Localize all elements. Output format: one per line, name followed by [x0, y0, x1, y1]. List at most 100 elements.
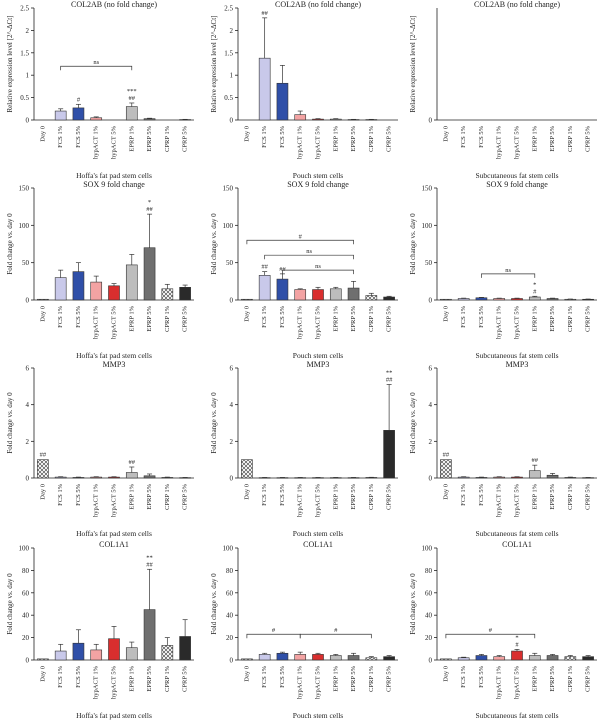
significance-mark: #: [533, 288, 537, 295]
y-axis-label: Fold change vs. day 0: [409, 392, 417, 454]
bar: [37, 298, 49, 301]
x-tick-label: EPRP 1%: [531, 483, 538, 509]
bar: [179, 287, 191, 301]
x-tick-label: FCS 5%: [75, 305, 82, 327]
x-tick-label: EPRP 5%: [146, 125, 153, 151]
bar: [475, 477, 488, 479]
y-axis-label: Fold change vs. day 0: [6, 573, 14, 635]
significance-mark: ##: [40, 452, 47, 459]
x-tick-label: CPRP 5%: [585, 305, 592, 332]
bar: [90, 117, 103, 121]
x-tick-label: CPRP 5%: [585, 665, 592, 692]
chart-title: COL2AB (no fold change): [71, 0, 157, 9]
bar: [54, 650, 67, 661]
bar: [312, 289, 324, 301]
x-tick-label: hypACT 5%: [314, 665, 321, 699]
significance-mark: ***: [127, 88, 137, 95]
x-tick-label: CPRP 1%: [164, 125, 171, 152]
y-axis-label: Fold change vs. day 0: [6, 392, 14, 454]
y-tick-label: 80: [425, 567, 433, 575]
x-tick-label: EPRP 1%: [531, 305, 538, 331]
bar: [475, 655, 488, 661]
significance-mark: *: [533, 281, 536, 288]
bar: [511, 298, 523, 301]
significance-mark: **: [386, 370, 393, 377]
x-tick-label: FCS 5%: [75, 125, 82, 147]
bar: [329, 288, 342, 301]
y-tick-label: 0: [26, 297, 30, 305]
x-tick-label: FCS 1%: [57, 125, 64, 147]
bar: [440, 298, 452, 301]
x-axis-label: Hoffa's fat pad stem cells: [76, 529, 152, 538]
x-tick-label: FCS 1%: [57, 483, 64, 505]
x-axis-label: Subcutaneous fat stem cells: [475, 171, 558, 180]
x-tick-label: EPRP 5%: [350, 665, 357, 691]
x-tick-label: CPRP 5%: [386, 665, 393, 692]
x-tick-label: CPRP 5%: [386, 305, 393, 332]
y-tick-label: 2: [26, 27, 30, 35]
y-tick-label: 50: [22, 259, 30, 267]
y-tick-label: 100: [223, 222, 234, 230]
significance-mark: **: [146, 554, 153, 561]
significance-mark: *: [148, 199, 151, 206]
x-tick-label: EPRP 5%: [350, 305, 357, 331]
x-tick-label: EPRP 5%: [146, 483, 153, 509]
x-tick-label: CPRP 1%: [368, 483, 375, 510]
bar: [241, 658, 253, 661]
bar: [329, 655, 342, 661]
bar: [582, 656, 594, 661]
bar: [493, 298, 506, 301]
x-tick-label: FCS 5%: [478, 483, 485, 505]
chart-title: SOX 9 fold change: [83, 180, 145, 189]
y-tick-label: 2.5: [224, 5, 233, 13]
bar: [90, 476, 103, 479]
x-tick-label: EPRP 5%: [146, 665, 153, 691]
bar: [72, 642, 85, 661]
chart-title: SOX 9 fold change: [486, 180, 548, 189]
x-tick-label: FCS 1%: [261, 483, 268, 505]
x-tick-label: EPRP 5%: [549, 665, 556, 691]
chart-title: COL2AB (no fold change): [474, 0, 560, 9]
bar: [276, 652, 289, 661]
bar: [161, 477, 174, 479]
y-axis-label: Fold change vs. day 0: [6, 213, 14, 275]
bar: [241, 459, 253, 479]
x-tick-label: FCS 5%: [279, 305, 286, 327]
x-tick-label: EPRP 1%: [128, 665, 135, 691]
x-tick-label: EPRP 5%: [350, 125, 357, 151]
y-tick-label: 20: [425, 634, 433, 642]
y-tick-label: 60: [226, 589, 234, 597]
x-tick-label: FCS 1%: [460, 665, 467, 687]
y-tick-label: 4: [230, 401, 234, 409]
y-tick-label: 6: [230, 365, 234, 373]
bar: [258, 654, 271, 661]
bar: [54, 110, 67, 121]
x-tick-label: EPRP 1%: [332, 305, 339, 331]
y-tick-label: 0: [429, 297, 433, 305]
x-tick-label: FCS 5%: [75, 483, 82, 505]
y-tick-label: 150: [19, 185, 30, 193]
x-tick-label: hypACT 5%: [513, 483, 520, 517]
chart-title: SOX 9 fold change: [287, 180, 349, 189]
significance-mark: ##: [261, 264, 268, 271]
x-tick-label: CPRP 5%: [182, 305, 189, 332]
x-tick-label: EPRP 1%: [332, 665, 339, 691]
x-tick-label: EPRP 1%: [531, 125, 538, 151]
y-tick-label: 1.5: [224, 49, 233, 57]
x-tick-label: Day 0: [39, 306, 46, 322]
bar: [546, 298, 559, 301]
bar: [546, 474, 559, 479]
y-tick-label: 1.5: [20, 49, 29, 57]
x-tick-label: CPRP 5%: [585, 483, 592, 510]
x-tick-label: hypACT 5%: [513, 305, 520, 339]
y-tick-label: 150: [422, 185, 433, 193]
bar: [294, 654, 307, 661]
bar: [108, 638, 120, 661]
bar: [493, 476, 506, 479]
x-tick-label: hypACT 1%: [496, 665, 503, 699]
x-tick-label: FCS 5%: [279, 483, 286, 505]
bar: [72, 107, 85, 121]
chart-title: COL1A1: [303, 540, 333, 549]
bar: [241, 298, 253, 301]
